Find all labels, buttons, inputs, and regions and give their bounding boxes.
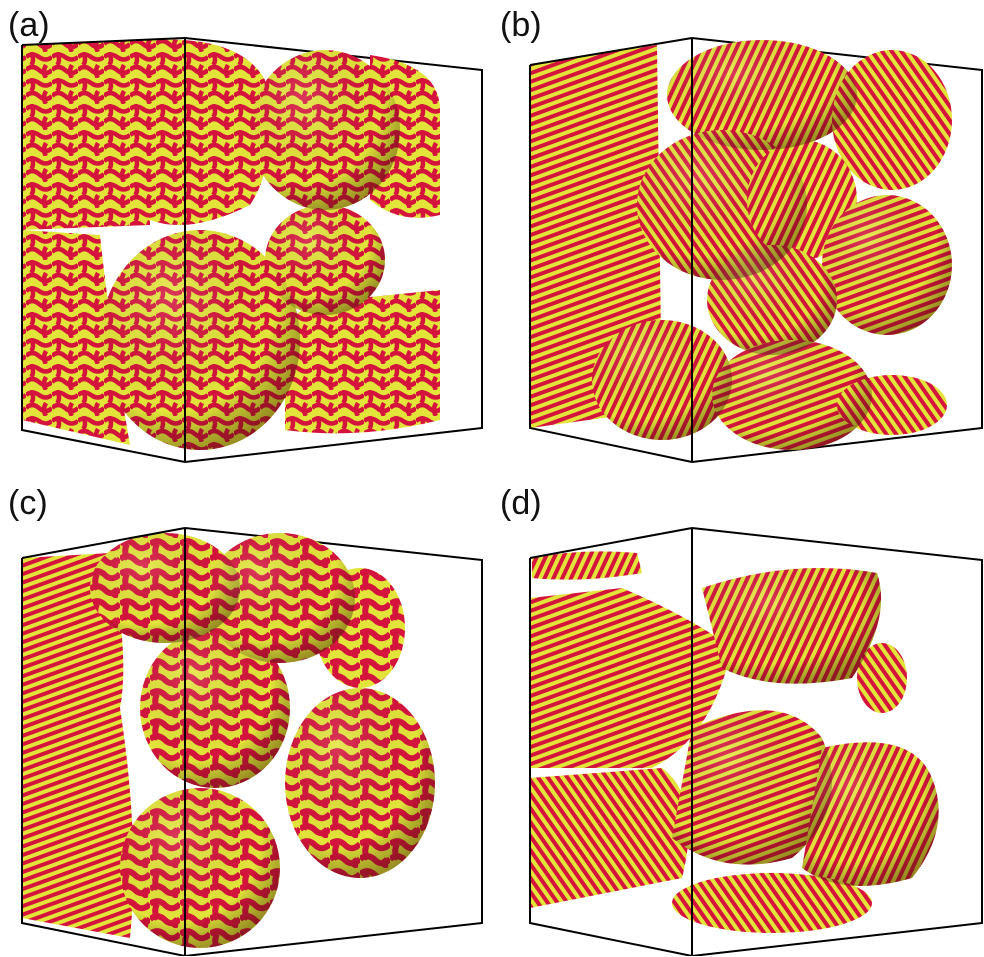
panel-label: (c) <box>8 484 48 522</box>
panel-b-render <box>529 37 983 463</box>
panel-label: (d) <box>500 484 542 522</box>
panel-d: (d) <box>492 478 984 956</box>
panel-c: (c) <box>0 478 492 956</box>
panel-a-render <box>21 37 483 463</box>
panel-label: (a) <box>8 6 50 44</box>
panel-b: (b) <box>492 0 984 478</box>
panel-label: (b) <box>500 6 542 44</box>
panel-a: (a) <box>0 0 492 478</box>
panel-d-render <box>529 527 983 956</box>
panel-c-render <box>21 527 483 956</box>
